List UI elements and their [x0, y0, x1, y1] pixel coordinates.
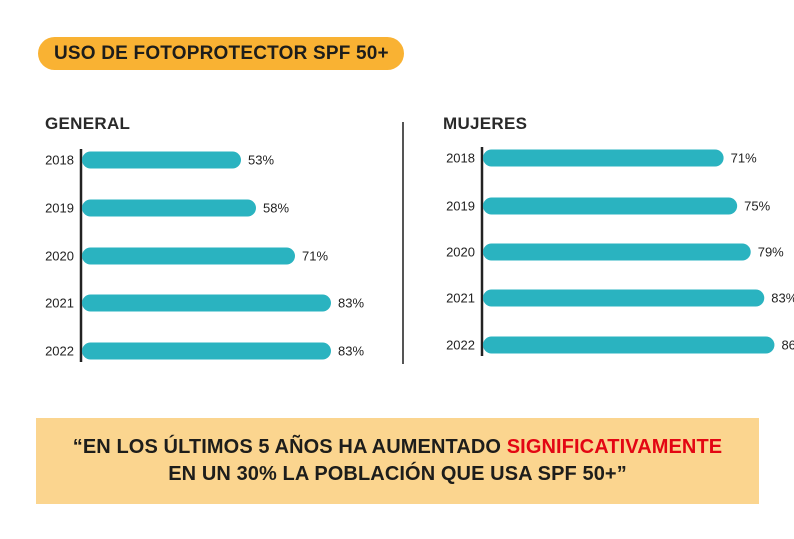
- general-value-label-2020: 71%: [302, 249, 328, 264]
- general-bar-2021: [82, 294, 331, 312]
- mujeres-bar-2019: [483, 197, 738, 215]
- quote-highlight: SIGNIFICATIVAMENTE: [506, 436, 723, 458]
- mujeres-bar-2022: [483, 336, 775, 354]
- general-bar-2020: [82, 247, 295, 265]
- quote-line-2: EN UN 30% LA POBLACIÓN QUE USA SPF 50+”: [168, 463, 627, 485]
- general-bar-2019: [82, 199, 256, 217]
- general-value-label-2019: 58%: [263, 201, 289, 216]
- quote-box: “EN LOS ÚLTIMOS 5 AÑOS HA AUMENTADO SIGN…: [36, 418, 759, 504]
- general-value-label-2018: 53%: [248, 153, 274, 168]
- mujeres-value-label-2021: 83%: [771, 291, 794, 306]
- chart-title: USO DE FOTOPROTECTOR SPF 50+: [54, 42, 389, 64]
- panel-title-general: GENERAL: [45, 114, 131, 133]
- bar-chart-general: 2018 53% 2019 58% 2020 71% 2021 83% 2022 83%: [45, 149, 364, 362]
- general-year-label-2022: 2022: [45, 344, 74, 359]
- panel-title-mujeres: MUJERES: [443, 114, 528, 133]
- mujeres-year-label-2020: 2020: [446, 245, 475, 260]
- panel-divider: [402, 122, 404, 364]
- chart-title-pill: USO DE FOTOPROTECTOR SPF 50+: [38, 37, 404, 70]
- general-year-label-2021: 2021: [45, 296, 74, 311]
- mujeres-year-label-2022: 2022: [446, 338, 475, 353]
- mujeres-year-label-2021: 2021: [446, 291, 475, 306]
- general-year-label-2020: 2020: [45, 249, 74, 264]
- mujeres-bar-2018: [483, 149, 724, 167]
- general-bar-2022: [82, 342, 331, 360]
- mujeres-bar-2021: [483, 289, 765, 307]
- general-year-label-2019: 2019: [45, 201, 74, 216]
- mujeres-value-label-2020: 79%: [758, 245, 784, 260]
- general-year-label-2018: 2018: [45, 153, 74, 168]
- mujeres-bar-2020: [483, 243, 751, 261]
- mujeres-year-label-2019: 2019: [446, 199, 475, 214]
- quote-line-1-text: “EN LOS ÚLTIMOS 5 AÑOS HA AUMENTADO: [72, 436, 507, 458]
- mujeres-year-label-2018: 2018: [446, 151, 475, 166]
- mujeres-value-label-2022: 86%: [781, 338, 794, 353]
- mujeres-value-label-2018: 71%: [731, 151, 757, 166]
- general-value-label-2021: 83%: [338, 296, 364, 311]
- general-value-label-2022: 83%: [338, 344, 364, 359]
- mujeres-value-label-2019: 75%: [744, 199, 770, 214]
- general-bar-2018: [82, 151, 241, 169]
- quote-line-1: “EN LOS ÚLTIMOS 5 AÑOS HA AUMENTADO SIGN…: [73, 434, 723, 461]
- bar-chart-mujeres: 2018 71% 2019 75% 2020 79% 2021 83% 2022 86%: [446, 147, 794, 356]
